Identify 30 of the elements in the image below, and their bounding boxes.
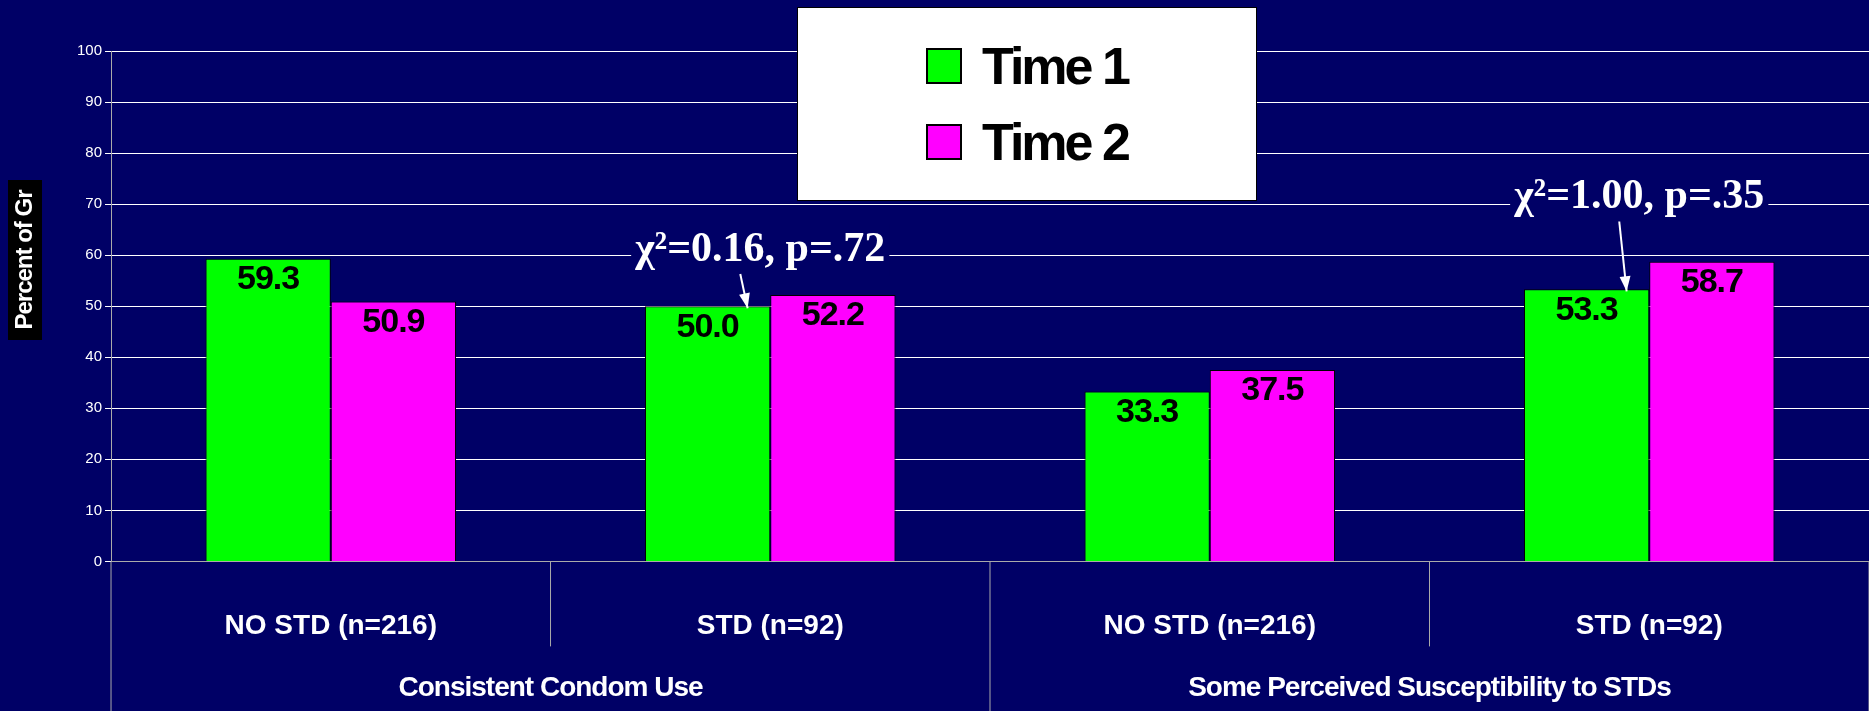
legend-label: Time 2	[982, 112, 1128, 172]
y-tick-label: 0	[93, 551, 103, 569]
legend-label: Time 1	[982, 36, 1128, 96]
annotation: χ²=0.16, p=.72	[634, 223, 886, 270]
text: Some Perceived Susceptibility to STDs	[1188, 670, 1672, 702]
y-tick-label: 30	[85, 398, 103, 416]
y-tick-label: 70	[85, 194, 103, 212]
x-tick-label: NO STD (n=216)	[1103, 608, 1316, 640]
y-tick-label: 50	[85, 296, 103, 314]
data-label: 33.3	[1116, 390, 1179, 429]
y-tick-label: 60	[85, 245, 103, 263]
data-label: 53.3	[1555, 288, 1618, 327]
x-tick-label: STD (n=92)	[696, 608, 844, 640]
y-tick-label: 100	[77, 41, 103, 59]
text: Consistent Condom Use	[398, 670, 704, 702]
y-tick-label: 20	[85, 449, 103, 467]
data-label: 58.7	[1680, 261, 1744, 300]
annotation: χ²=1.00, p=.35	[1513, 171, 1765, 218]
y-tick-label: 40	[85, 347, 103, 365]
y-tick-label: 80	[85, 143, 103, 161]
y-tick-label: 10	[85, 500, 103, 518]
data-label: 50.9	[362, 300, 425, 339]
y-tick-label: 90	[85, 92, 103, 110]
data-label: 59.3	[237, 258, 300, 297]
x-tick-label: STD (n=92)	[1575, 608, 1723, 640]
data-label: 50.0	[676, 305, 739, 344]
y-axis-title: Percent of Gr	[9, 189, 37, 330]
data-label: 52.2	[801, 294, 865, 333]
data-label: 37.5	[1241, 369, 1304, 408]
x-tick-label: NO STD (n=216)	[224, 608, 437, 640]
